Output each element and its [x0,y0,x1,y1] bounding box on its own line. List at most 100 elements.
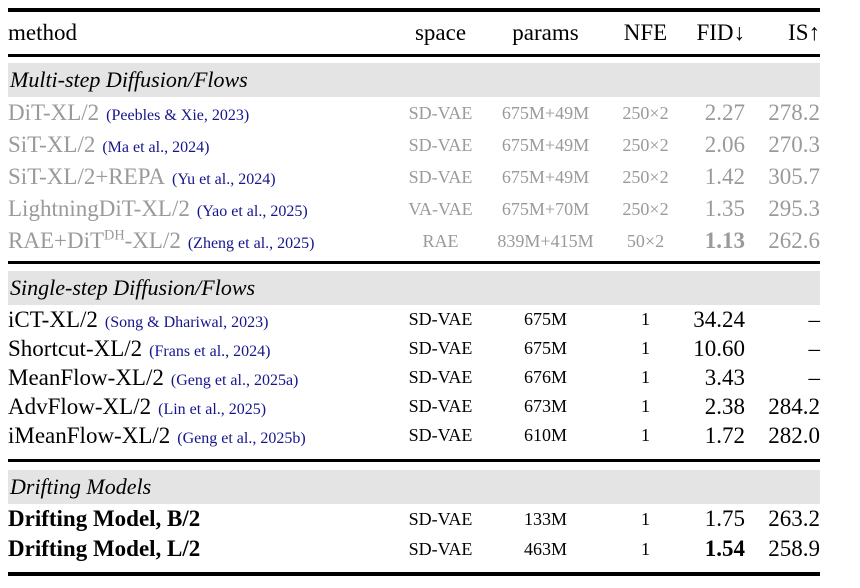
method-cell: Drifting Model, B/2 [8,506,398,532]
space-value: SD-VAE [408,338,473,358]
method-name: MeanFlow-XL/2 [8,364,164,390]
method-name: Drifting Model, L/2 [8,536,201,561]
nfe-value: 1 [641,508,650,529]
method-cell: DiT-XL/2 (Peebles & Xie, 2023) [8,100,398,126]
space-value: SD-VAE [408,367,473,387]
nfe-value: 1 [641,309,650,329]
table-row: iMeanFlow-XL/2 (Geng et al., 2025b) SD-VAE… [8,421,820,450]
table-header-row: method space params NFE FID↓ IS↑ [8,12,820,54]
method-cell: SiT-XL/2 (Ma et al., 2024) [8,132,398,158]
nfe-value: 250×2 [622,166,669,187]
params-value: 133M [523,508,567,529]
is-value: 282.0 [768,422,820,448]
is-value: 295.3 [768,196,820,221]
fid-value: 34.24 [693,306,745,332]
section-title-band: Multi-step Diffusion/Flows [8,63,820,97]
params-value: 675M+49M [501,134,590,155]
header-rule [8,54,820,57]
nfe-value: 250×2 [622,198,669,219]
is-value: – [808,364,821,390]
fid-value: 10.60 [693,335,745,361]
params-value: 673M [523,396,567,416]
nfe-value: 250×2 [622,102,669,123]
section-title: Multi-step Diffusion/Flows [10,67,248,92]
table-row: LightningDiT-XL/2 (Yao et al., 2025) VA-VA… [8,193,820,225]
method-text: -XL/2 [124,228,181,253]
table-row: iCT-XL/2 (Song & Dhariwal, 2023) SD-VAE 675… [8,305,820,334]
space-value: SD-VAE [408,134,473,155]
col-header-method: method [8,20,77,45]
fid-value: 1.75 [704,506,745,531]
method-superscript: DH [104,227,125,244]
citation-link[interactable]: (Zheng et al., 2025) [187,235,315,252]
fid-value: 2.27 [704,100,745,125]
method-cell: iCT-XL/2 (Song & Dhariwal, 2023) [8,307,398,333]
method-name: SiT-XL/2 [8,132,96,157]
nfe-value: 250×2 [622,134,669,155]
space-value: VA-VAE [408,198,473,219]
section-title-band: Drifting Models [8,470,820,504]
method-cell: SiT-XL/2+REPA (Yu et al., 2024) [8,164,398,190]
is-value: 262.6 [768,228,820,253]
method-cell: LightningDiT-XL/2 (Yao et al., 2025) [8,196,398,222]
citation-link[interactable]: (Frans et al., 2024) [149,342,271,360]
params-value: 675M [523,309,567,329]
citation-link[interactable]: (Peebles & Xie, 2023) [106,107,250,124]
nfe-value: 1 [641,538,650,559]
method-name: iCT-XL/2 [8,306,98,332]
method-name: SiT-XL/2+REPA [8,164,165,189]
col-header-nfe: NFE [623,20,668,45]
is-value: 263.2 [768,506,820,531]
space-value: SD-VAE [408,309,473,329]
nfe-value: 1 [641,425,650,445]
is-value: 258.9 [768,536,820,561]
params-value: 675M [523,338,567,358]
citation-link[interactable]: (Geng et al., 2025a) [170,371,299,389]
method-name: LightningDiT-XL/2 [8,196,190,221]
method-name: Shortcut-XL/2 [8,335,143,361]
citation-link[interactable]: (Song & Dhariwal, 2023) [104,313,269,331]
section-title: Single-step Diffusion/Flows [10,275,256,300]
col-header-params: params [512,20,579,45]
params-value: 610M [523,425,567,445]
method-cell: Shortcut-XL/2 (Frans et al., 2024) [8,336,398,362]
table-section: Drifting Models Drifting Model, B/2 SD-VAE… [8,470,820,572]
method-name: Drifting Model, B/2 [8,506,201,531]
col-header-space: space [414,20,467,45]
table-section: Single-step Diffusion/Flows iCT-XL/2 (Song… [8,271,820,459]
is-value: 270.3 [768,132,820,157]
citation-link[interactable]: (Ma et al., 2024) [102,139,210,156]
section-title: Drifting Models [10,474,152,499]
is-value: 278.2 [768,100,820,125]
method-cell: Drifting Model, L/2 [8,536,398,562]
method-cell: AdvFlow-XL/2 (Lin et al., 2025) [8,394,398,420]
params-value: 839M+415M [497,230,594,251]
method-name: AdvFlow-XL/2 [8,393,152,419]
params-value: 675M+49M [501,166,590,187]
table-row: Shortcut-XL/2 (Frans et al., 2024) SD-VAE 6… [8,334,820,363]
fid-value: 2.38 [704,393,745,419]
citation-link[interactable]: (Yao et al., 2025) [196,203,308,220]
table-top-rule [8,8,820,12]
space-value: SD-VAE [408,508,473,529]
table-row: Drifting Model, B/2 SD-VAE 133M 1 1.75 263.2 [8,504,820,534]
fid-value: 3.43 [704,364,745,390]
nfe-value: 50×2 [626,230,665,251]
section-title-band: Single-step Diffusion/Flows [8,271,820,305]
is-value: 305.7 [768,164,820,189]
citation-link[interactable]: (Geng et al., 2025b) [177,429,306,447]
params-value: 463M [523,538,567,559]
method-name: RAE+DiTDH-XL/2 [8,228,181,253]
fid-value: 1.42 [704,164,745,189]
method-text: RAE+DiT [8,228,105,253]
table-row: MeanFlow-XL/2 (Geng et al., 2025a) SD-VAE 6… [8,363,820,392]
table-row: AdvFlow-XL/2 (Lin et al., 2025) SD-VAE 673M… [8,392,820,421]
table-row: Drifting Model, L/2 SD-VAE 463M 1 1.54 258.9 [8,534,820,564]
space-value: SD-VAE [408,396,473,416]
fid-value: 1.72 [704,422,745,448]
citation-link[interactable]: (Yu et al., 2024) [171,171,276,188]
nfe-value: 1 [641,396,650,416]
fid-value: 1.54 [704,536,745,561]
nfe-value: 1 [641,367,650,387]
citation-link[interactable]: (Lin et al., 2025) [158,400,267,418]
